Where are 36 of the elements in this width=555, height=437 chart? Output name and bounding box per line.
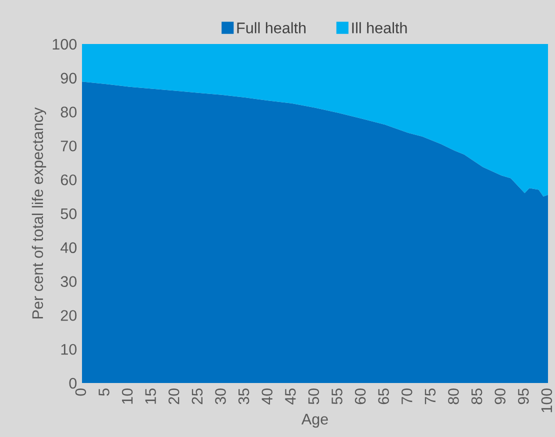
y-tick-label: 50 [60, 208, 77, 220]
y-tick-label: 40 [60, 242, 77, 254]
x-tick-label: 100 [541, 388, 552, 412]
x-tick-label: 95 [518, 388, 529, 404]
x-tick-label: 70 [401, 388, 412, 404]
y-tick-label: 30 [60, 276, 77, 287]
legend-label: Full health [237, 22, 306, 34]
x-tick-label: 10 [122, 388, 133, 404]
x-tick-label: 60 [354, 388, 366, 404]
x-tick-label: 80 [448, 388, 459, 404]
x-tick-label: 25 [192, 388, 203, 404]
x-tick-label: 0 [75, 388, 86, 396]
y-tick-label: 10 [61, 344, 77, 355]
x-tick-label: 85 [471, 388, 482, 404]
y-tick-label: 0 [69, 378, 77, 389]
x-tick-label: 35 [238, 388, 250, 404]
x-tick-label: 20 [168, 388, 180, 404]
y-tick-label: 80 [60, 106, 77, 118]
x-tick-label: 40 [262, 388, 272, 404]
x-tick-label: 90 [494, 388, 506, 404]
x-tick-label: 75 [424, 388, 436, 404]
y-tick-label: 60 [60, 174, 77, 186]
y-tick-label: 100 [52, 38, 77, 50]
x-axis-title: Age [301, 414, 328, 428]
x-tick-label: 50 [308, 388, 320, 404]
x-tick-label: 30 [215, 388, 226, 404]
x-tick-label: 65 [378, 388, 389, 404]
y-axis-title: Per cent of total life expectancy [32, 107, 46, 318]
y-tick-label: 20 [60, 310, 77, 321]
x-tick-label: 5 [98, 388, 110, 396]
x-tick-label: 55 [332, 388, 342, 404]
x-tick-label: 45 [285, 388, 296, 404]
y-tick-label: 70 [60, 140, 77, 152]
y-tick-label: 90 [60, 72, 77, 84]
x-tick-label: 15 [145, 388, 156, 404]
legend-label: Ill health [352, 22, 407, 34]
